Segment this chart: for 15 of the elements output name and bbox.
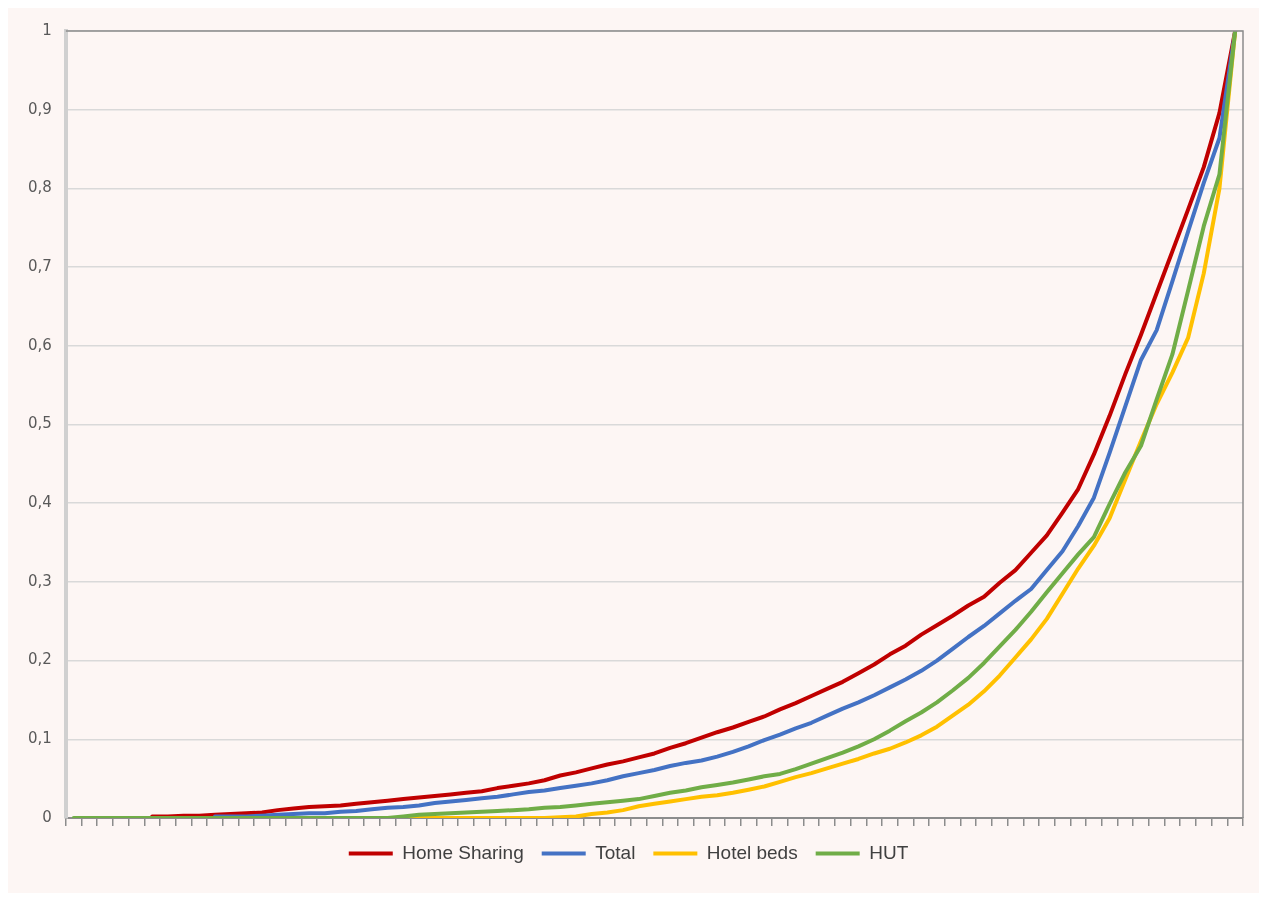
legend-label: Hotel beds xyxy=(706,841,798,863)
y-tick-label: 0,3 xyxy=(28,571,52,590)
y-tick-label: 0,2 xyxy=(28,650,52,669)
y-tick-label: 0,8 xyxy=(28,178,52,197)
y-tick-label: 0,1 xyxy=(28,729,52,748)
legend-label: HUT xyxy=(869,841,909,863)
legend-label: Home Sharing xyxy=(402,841,524,863)
y-tick-label: 0 xyxy=(42,807,52,826)
legend-label: Total xyxy=(595,841,636,863)
y-tick-label: 0,9 xyxy=(28,99,52,118)
y-tick-label: 0,5 xyxy=(28,414,52,433)
y-tick-label: 0,7 xyxy=(28,256,52,275)
y-tick-label: 0,4 xyxy=(28,493,52,512)
y-tick-label: 1 xyxy=(42,20,52,39)
y-tick-label: 0,6 xyxy=(28,335,52,354)
